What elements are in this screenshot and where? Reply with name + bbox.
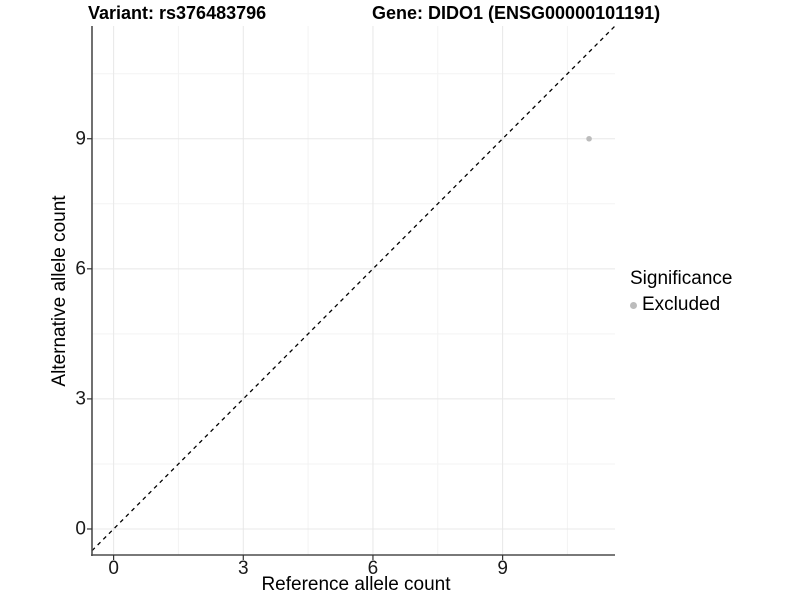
y-axis-title: Alternative allele count [49,195,70,387]
y-tick-label: 0 [75,518,86,540]
legend-entry-label: Excluded [642,294,721,315]
legend-title: Significance [630,268,733,289]
x-tick-label: 6 [367,558,379,579]
legend-entry-excluded: Excluded [630,294,732,316]
y-tick-label: 3 [75,388,86,410]
y-tick-label: 6 [75,258,86,280]
plot-title-variant: Variant: rs376483796 [88,3,267,23]
data-point [586,135,592,142]
identity-reference-line [91,25,616,552]
x-tick-label: 0 [108,558,119,579]
x-axis-title: Reference allele count [261,574,451,595]
y-tick-label: 9 [75,128,86,150]
x-tick-label: 3 [237,558,249,579]
plot-title-gene: Gene: DIDO1 (ENSG00000101191) [372,3,661,23]
x-tick-label: 9 [497,558,508,579]
legend-point-icon [630,301,637,309]
legend: Significance Excluded [630,268,732,316]
